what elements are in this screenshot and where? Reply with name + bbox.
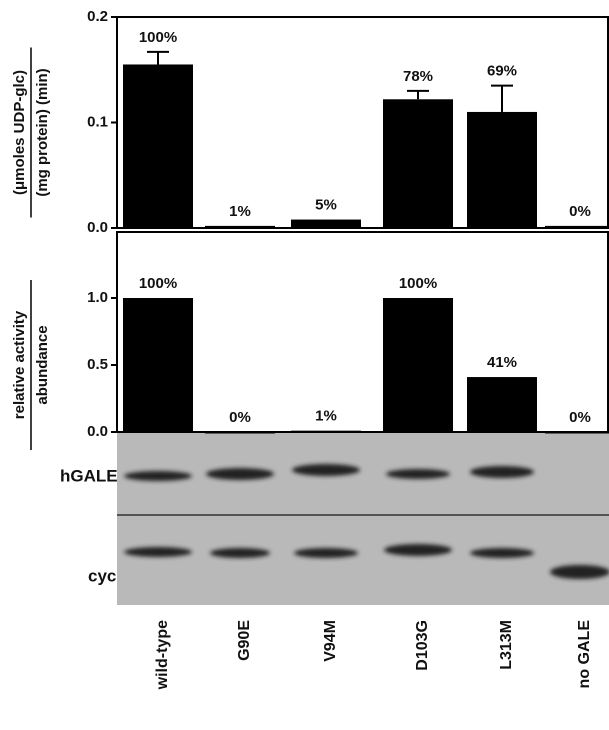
data-label: 0% <box>569 203 591 220</box>
y-tick-label: 0.0 <box>87 219 108 236</box>
data-label: 100% <box>139 275 177 292</box>
bar <box>545 432 609 434</box>
bar <box>205 432 275 434</box>
x-tick-label: wild-type <box>154 620 171 690</box>
data-label: 0% <box>229 409 251 426</box>
data-label: 5% <box>315 197 337 214</box>
y-tick-label: 0.0 <box>87 423 108 440</box>
data-label: 1% <box>315 408 337 425</box>
data-label: 41% <box>487 354 517 371</box>
y-tick-label: 0.2 <box>87 8 108 25</box>
blot-image <box>117 432 609 605</box>
blot-row-label: hGALE <box>60 466 118 485</box>
bar <box>205 226 275 228</box>
y-axis-label: abundance <box>34 325 51 404</box>
data-label: 100% <box>139 29 177 46</box>
y-tick-label: 0.1 <box>87 113 108 130</box>
x-tick-label: D103G <box>414 620 431 671</box>
data-label: 69% <box>487 63 517 80</box>
data-label: 100% <box>399 275 437 292</box>
bar <box>383 298 453 432</box>
x-tick-label: no GALE <box>576 620 593 689</box>
y-tick-label: 0.5 <box>87 356 108 373</box>
bar <box>291 431 361 433</box>
x-tick-label: L313M <box>498 620 515 670</box>
bar <box>467 377 537 432</box>
bar <box>291 220 361 228</box>
bar <box>123 64 193 228</box>
bar <box>545 226 609 228</box>
bar <box>383 99 453 228</box>
y-axis-label: (mg protein) (min) <box>34 68 51 196</box>
y-tick-label: 1.0 <box>87 289 108 306</box>
data-label: 78% <box>403 68 433 85</box>
bar <box>123 298 193 432</box>
figure: hGALE cyc 0.0 0.1 0.2 (μmoles UDP-glc) (mg p… <box>0 0 609 725</box>
y-axis-label: (μmoles UDP-glc) <box>11 70 28 195</box>
bar <box>467 112 537 228</box>
x-tick-label: V94M <box>322 620 339 662</box>
y-axis-label: relative activity <box>11 310 28 419</box>
data-label: 1% <box>229 203 251 220</box>
x-tick-label: G90E <box>236 620 253 661</box>
blot-row-label: cyc <box>88 566 116 585</box>
data-label: 0% <box>569 409 591 426</box>
